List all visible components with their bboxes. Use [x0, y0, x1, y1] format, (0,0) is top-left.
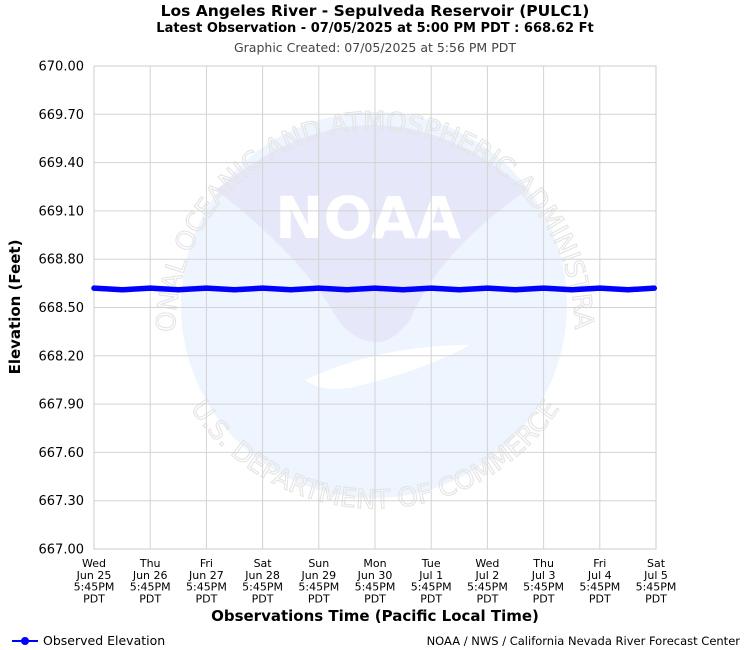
legend-line-swatch — [12, 636, 38, 646]
data-point — [597, 285, 603, 291]
y-tick-label: 667.30 — [39, 494, 85, 509]
data-point — [541, 285, 547, 291]
x-tick-label: Fri Jun 27 5:45PM PDT — [186, 557, 227, 605]
plot-frame — [93, 65, 657, 550]
data-point — [288, 287, 294, 293]
y-axis-label: Elevation (Feet) — [6, 240, 24, 375]
data-point — [344, 287, 350, 293]
y-tick-label: 667.00 — [39, 543, 85, 558]
x-tick-label: Tue Jul 1 5:45PM PDT — [411, 557, 452, 605]
x-tick-label: Thu Jul 3 5:45PM PDT — [523, 557, 564, 605]
latest-observation: Latest Observation - 07/05/2025 at 5:00 … — [156, 21, 594, 36]
noaa-watermark-logo: NOAA NATIONAL OCEANIC AND ATMOSPHERIC AD… — [0, 0, 599, 516]
x-tick-label: Sat Jul 5 5:45PM PDT — [636, 557, 677, 605]
y-tick-label: 669.70 — [39, 108, 85, 123]
graphic-created: Graphic Created: 07/05/2025 at 5:56 PM P… — [233, 40, 516, 55]
x-axis-label: Observations Time (Pacific Local Time) — [211, 607, 539, 625]
data-point — [203, 285, 209, 291]
data-point — [175, 287, 181, 293]
data-point — [400, 287, 406, 293]
y-tick-label: 669.10 — [39, 204, 85, 219]
data-point — [484, 285, 490, 291]
data-point — [372, 285, 378, 291]
y-tick-label: 667.90 — [39, 398, 85, 413]
data-point — [428, 285, 434, 291]
chart-title: Los Angeles River - Sepulveda Reservoir … — [160, 2, 590, 20]
y-tick-label: 670.00 — [39, 60, 85, 75]
data-point — [91, 285, 97, 291]
x-tick-label: Sun Jun 29 5:45PM PDT — [298, 557, 339, 605]
x-tick-label: Mon Jun 30 5:45PM PDT — [355, 557, 396, 605]
legend-label: Observed Elevation — [43, 633, 166, 648]
data-point — [651, 285, 657, 291]
data-point — [625, 287, 631, 293]
y-tick-label: 668.50 — [39, 301, 85, 316]
legend: Observed Elevation — [12, 633, 165, 648]
y-tick-label: 667.60 — [39, 446, 85, 461]
data-point — [512, 287, 519, 293]
y-tick-label: 668.20 — [39, 349, 85, 364]
y-tick-labels: 670.00 669.70 669.40 669.10 668.80 668.50 668.… — [39, 60, 85, 558]
y-tick-label: 669.40 — [39, 156, 85, 171]
x-tick-labels: Wed Jun 25 5:45PM PDT Thu Jun 26 5:45PM PDT Fri J… — [74, 557, 677, 605]
grid-lines — [93, 65, 657, 550]
y-tick-label: 668.80 — [39, 253, 85, 268]
credit-text: NOAA / NWS / California Nevada River For… — [426, 634, 740, 648]
x-tick-label: Wed Jul 2 5:45PM PDT — [467, 557, 508, 605]
series-observed-elevation — [91, 285, 657, 293]
data-point — [316, 285, 322, 291]
x-tick-label: Thu Jun 26 5:45PM PDT — [130, 557, 171, 605]
x-tick-label: Fri Jul 4 5:45PM PDT — [579, 557, 620, 605]
data-point — [569, 287, 575, 293]
x-tick-label: Sat Jun 28 5:45PM PDT — [242, 557, 283, 605]
data-point — [147, 285, 153, 291]
data-point — [119, 287, 125, 293]
watermark-logo-text: NOAA — [275, 184, 461, 252]
data-point — [260, 285, 266, 291]
data-point — [231, 287, 238, 293]
data-point — [456, 287, 462, 293]
x-tick-label: Wed Jun 25 5:45PM PDT — [74, 557, 115, 605]
